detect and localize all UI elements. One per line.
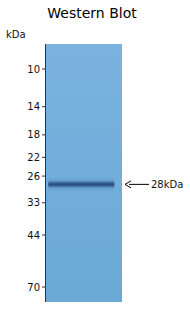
y-axis-label: kDa: [6, 29, 26, 40]
y-tick: [42, 134, 46, 135]
y-tick-label: 33: [27, 197, 40, 208]
y-tick-label: 14: [27, 101, 40, 112]
arrow-head: [125, 181, 131, 188]
band: [48, 177, 114, 191]
y-axis-line: [45, 44, 46, 302]
band-label: 28kDa: [151, 179, 183, 190]
y-tick-label: 44: [27, 230, 40, 241]
title: Western Blot: [47, 5, 137, 21]
y-tick-label: 70: [27, 282, 40, 293]
gel-background: [46, 44, 122, 302]
arrow-shaft: [129, 184, 149, 185]
y-tick: [42, 69, 46, 70]
y-tick-label: 26: [27, 171, 40, 182]
y-tick: [42, 287, 46, 288]
y-tick: [42, 106, 46, 107]
y-tick-label: 10: [27, 64, 40, 75]
y-tick: [42, 235, 46, 236]
y-tick: [42, 157, 46, 158]
y-tick-label: 22: [27, 152, 40, 163]
y-tick: [42, 176, 46, 177]
y-tick-label: 18: [27, 129, 40, 140]
y-tick: [42, 202, 46, 203]
